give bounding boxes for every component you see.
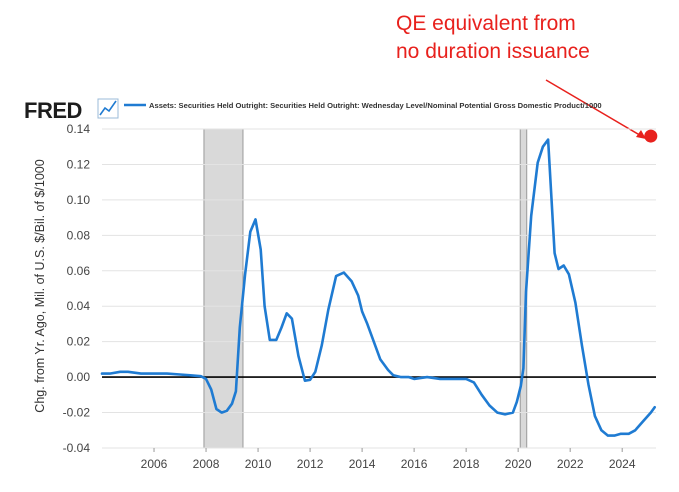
series — [100, 138, 657, 437]
series-line-0 — [100, 138, 657, 437]
y-tick-label: -0.04 — [63, 441, 91, 455]
x-tick-label: 2014 — [349, 457, 376, 471]
highlight-dot — [644, 129, 658, 143]
y-ticks: -0.04 -0.02 0.00 0.02 0.04 0.06 0.08 0.10 0.12 0.… — [63, 122, 91, 455]
x-ticks: 2006 2008 2010 2012 2014 2016 2018 2020 2022 2024 — [141, 448, 636, 471]
gridlines — [102, 128, 656, 449]
annotation-text: QE equivalent from no duration issuance — [396, 10, 656, 66]
y-tick-label: 0.10 — [67, 193, 91, 207]
x-tick-label: 2006 — [141, 457, 168, 471]
x-tick-label: 2018 — [453, 457, 480, 471]
y-tick-label: 0.02 — [67, 335, 91, 349]
recession-bands — [203, 128, 528, 449]
annotation-line-2: no duration issuance — [396, 40, 590, 63]
y-tick-label: 0.06 — [67, 264, 91, 278]
x-tick-label: 2022 — [557, 457, 584, 471]
y-tick-label: 0.00 — [67, 370, 91, 384]
highlight-point — [644, 129, 658, 143]
x-tick-label: 2012 — [297, 457, 324, 471]
legend: Assets: Securities Held Outright: Securi… — [124, 101, 602, 110]
x-tick-label: 2016 — [401, 457, 428, 471]
y-tick-label: 0.08 — [67, 228, 91, 242]
y-tick-label: -0.02 — [63, 406, 91, 420]
recession-band-0 — [203, 128, 244, 449]
y-tick-label: 0.12 — [67, 157, 91, 171]
y-tick-label: 0.04 — [67, 299, 91, 313]
x-tick-label: 2010 — [245, 457, 272, 471]
x-tick-label: 2024 — [609, 457, 636, 471]
annotation-line-1: QE equivalent from — [396, 12, 576, 35]
x-tick-label: 2020 — [505, 457, 532, 471]
annotation-arrow — [545, 79, 646, 139]
y-axis-label: Chg. from Yr. Ago, Mil. of U.S. $/Bil. o… — [33, 159, 47, 412]
x-tick-label: 2008 — [193, 457, 220, 471]
y-tick-label: 0.14 — [67, 122, 91, 136]
line-chart-icon — [97, 98, 119, 119]
fred-logo-text: FRED — [24, 98, 82, 123]
legend-label: Assets: Securities Held Outright: Securi… — [149, 101, 602, 110]
fred-logo: FRED — [24, 98, 119, 123]
